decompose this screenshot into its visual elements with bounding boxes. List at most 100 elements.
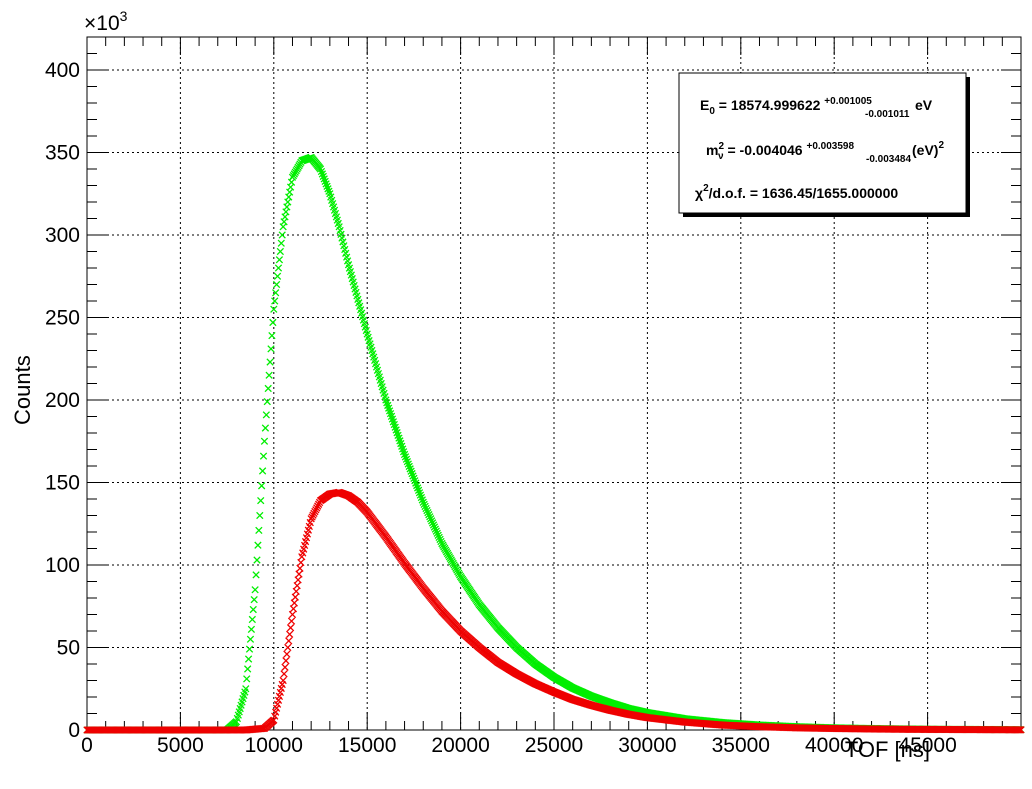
data-point	[294, 576, 302, 584]
y-tick-label: 350	[45, 142, 80, 165]
data-point	[289, 605, 298, 613]
data-point	[1016, 726, 1024, 734]
data-point	[251, 586, 259, 594]
data-point	[278, 231, 286, 239]
data-point	[256, 511, 264, 520]
data-point	[410, 474, 418, 483]
y-multiplier: ×103	[84, 8, 128, 35]
x-tick-label: 25000	[525, 734, 583, 757]
data-point	[400, 450, 409, 459]
data-point	[286, 630, 294, 638]
data-point	[271, 297, 279, 305]
data-point	[269, 318, 277, 327]
x-tick-label: 15000	[338, 734, 396, 757]
data-point	[434, 531, 442, 539]
data-point	[415, 489, 424, 497]
data-point	[408, 469, 416, 478]
y-tick-label: 100	[45, 554, 80, 577]
y-axis-title: Counts	[10, 355, 35, 425]
data-point	[1017, 726, 1025, 734]
y-tick-label: 150	[45, 472, 80, 495]
data-point	[437, 537, 445, 546]
stats-line-mnu-unit: (eV)2	[912, 140, 944, 158]
data-point	[260, 437, 269, 445]
y-tick-label: 0	[68, 719, 80, 742]
axis-ticks	[86, 36, 1021, 731]
y-tick-label: 300	[45, 224, 80, 247]
data-point	[252, 571, 260, 579]
data-point	[268, 331, 276, 340]
data-point	[291, 593, 299, 601]
data-point	[274, 264, 283, 272]
data-point	[279, 676, 287, 685]
stats-line-mnu: m2 ν = -0.004046 +0.003598	[706, 141, 854, 162]
data-point	[427, 515, 435, 523]
data-point	[267, 345, 275, 353]
data-point	[282, 657, 290, 665]
data-point	[426, 513, 434, 521]
data-point	[262, 411, 270, 419]
data-point	[404, 460, 412, 468]
data-point	[409, 472, 417, 480]
series-1	[83, 488, 1025, 734]
data-point	[402, 455, 411, 463]
data-point	[277, 239, 285, 247]
grid	[87, 37, 1021, 730]
data-point	[403, 457, 412, 466]
data-point	[257, 496, 265, 505]
tick-labels: 0 5000 10000 15000 20000 25000 30000 35000 40000…	[45, 59, 957, 757]
x-tick-label: 0	[81, 734, 93, 757]
data-point	[433, 529, 441, 537]
data-point	[417, 493, 426, 502]
data-point	[280, 670, 288, 678]
data-point	[285, 637, 293, 645]
data-point	[255, 526, 263, 535]
x-tick-label: 45000	[898, 734, 956, 757]
data-point	[250, 595, 258, 604]
x-tick-label: 35000	[712, 734, 770, 757]
data-point	[249, 605, 257, 614]
data-point	[414, 486, 423, 494]
stats-box-frame	[678, 72, 967, 214]
data-point	[424, 508, 432, 517]
data-point	[292, 587, 300, 596]
data-point	[242, 685, 250, 693]
data-point	[432, 527, 440, 535]
data-point	[275, 256, 284, 264]
data-point	[1014, 726, 1022, 734]
data-point	[248, 615, 256, 624]
data-point	[407, 467, 415, 475]
data-point	[413, 484, 422, 492]
data-point	[295, 570, 303, 578]
data-point	[259, 452, 268, 460]
data-point	[265, 371, 273, 379]
x-tick-label: 30000	[618, 734, 676, 757]
data-point	[263, 397, 271, 406]
data-point	[244, 655, 253, 663]
data-point	[243, 665, 252, 673]
data-point	[254, 541, 262, 549]
data-point	[428, 519, 437, 527]
data-point	[419, 498, 427, 506]
data-point	[427, 517, 436, 525]
x-tick-label: 10000	[245, 734, 303, 757]
y-tick-label: 200	[45, 389, 80, 412]
data-point	[422, 504, 430, 513]
data-point	[245, 645, 254, 653]
data-point	[411, 477, 419, 485]
stats-line-e0-unit: eV	[915, 97, 933, 113]
y-tick-label: 400	[45, 59, 80, 82]
data-point	[276, 247, 284, 256]
data-point	[286, 624, 295, 632]
data-point	[436, 535, 444, 544]
x-tick-label: 20000	[431, 734, 489, 757]
data-point	[290, 599, 299, 607]
data-point	[273, 272, 282, 280]
x-tick-label: 5000	[157, 734, 204, 757]
data-point	[266, 358, 274, 366]
data-point	[416, 491, 425, 499]
data-point	[284, 643, 292, 652]
data-point	[297, 558, 305, 567]
data-point	[429, 521, 438, 529]
